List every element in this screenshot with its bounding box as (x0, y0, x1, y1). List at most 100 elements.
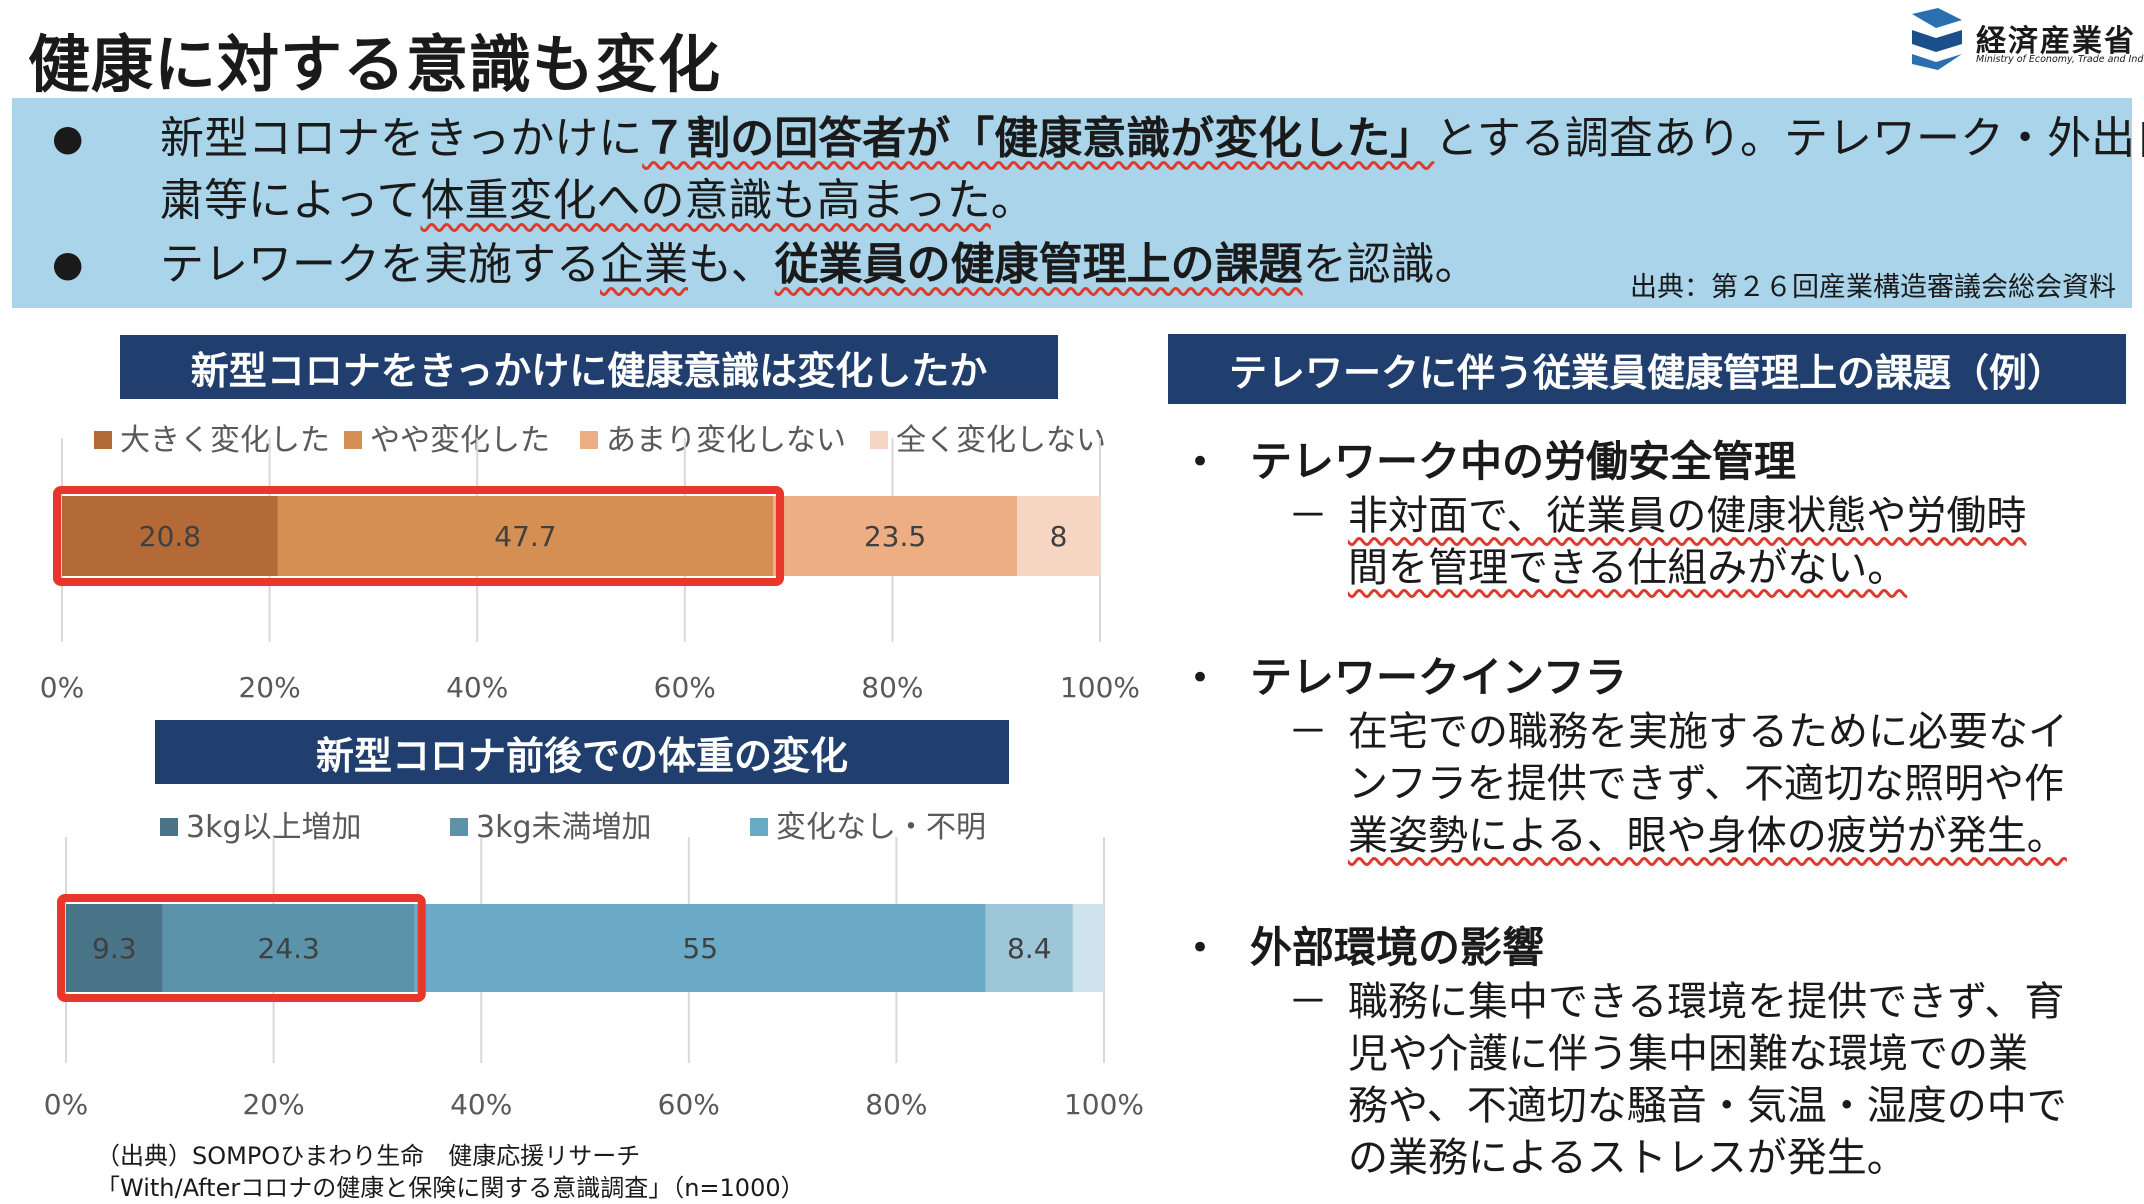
chart-source-note: （出典）SOMPOひまわり生命 健康応援リサーチ 「With/Afterコロナの… (96, 1140, 805, 1204)
legend-item: 全く変化しない (870, 423, 1106, 458)
legend-swatch-icon (450, 818, 468, 836)
bar-segment (66, 904, 163, 992)
legend-label: 変化なし・不明 (776, 810, 986, 845)
issue-description: 職務に集中できる環境を提供できず、育 児や介護に伴う集中困難な環境での業 務や、… (1348, 976, 2088, 1184)
bar-segment (277, 496, 774, 576)
issue-description: 非対面で、従業員の健康状態や労働時 間を管理できる仕組みがない。 (1348, 490, 2088, 594)
legend-label: 大きく変化した (120, 423, 330, 458)
text-segment: も、 (688, 239, 775, 290)
emphasis-segment: ７割の回答者が「健康意識が変化した」 (642, 113, 1435, 164)
issue-item-safety: • テレワーク中の労働安全管理 － 非対面で、従業員の健康状態や労働時 間を管理… (1168, 434, 2128, 604)
data-label: 8.4 (1007, 932, 1052, 965)
issue-line-text: 非対面で、従業員の健康状態や労働時 (1348, 493, 2027, 539)
text-segment: テレワークを実施する (160, 239, 600, 290)
data-label: 9.3 (92, 932, 137, 965)
dash-icon: － (1288, 979, 1328, 1025)
x-tick-label: 100% (1064, 1088, 1144, 1121)
data-label: 24.3 (257, 932, 319, 965)
chart-1-title: 新型コロナをきっかけに健康意識は変化したか (120, 335, 1058, 399)
legend-swatch-icon (750, 818, 768, 836)
emphasis-segment: 従業員の健康管理上の課題 (774, 239, 1303, 290)
chart-source-line-2: 「With/Afterコロナの健康と保険に関する意識調査」（n=1000） (96, 1174, 805, 1202)
highlight-box (53, 486, 785, 586)
x-tick-label: 80% (861, 671, 923, 704)
issue-line: 職務に集中できる環境を提供できず、育 (1348, 979, 2065, 1025)
page-title: 健康に対する意識も変化 (28, 28, 722, 101)
issue-line: 在宅での職務を実施するために必要なイ (1348, 709, 2068, 755)
summary-bullet-1: ● 新型コロナをきっかけに７割の回答者が「健康意識が変化した」とする調査あり。テ… (52, 108, 2144, 232)
issue-title: テレワークインフラ (1250, 653, 1627, 702)
legend-label: 全く変化しない (896, 423, 1106, 458)
issue-line: 務や、不適切な騒音・気温・湿度の中で (1348, 1083, 2067, 1129)
legend-swatch-icon (160, 818, 178, 836)
issue-line: 児や介護に伴う集中困難な環境での業 (1348, 1031, 2028, 1077)
bar-segment (1016, 496, 1100, 576)
text-segment: 新型コロナをきっかけに (160, 113, 643, 164)
chart-2-title: 新型コロナ前後での体重の変化 (155, 720, 1009, 784)
issue-title: テレワーク中の労働安全管理 (1250, 437, 1797, 486)
text-segment: 。 (990, 175, 1035, 226)
meti-logo: 経済産業省 Ministry of Economy, Trade and Ind… (1908, 6, 2144, 76)
x-tick-label: 20% (238, 671, 300, 704)
chart-1-health-awareness: 大きく変化した やや変化した あまり変化しない 全く変化しない 0% 20% 40% 60% 8… (40, 423, 1140, 704)
issue-item-infra: • テレワークインフラ － 在宅での職務を実施するために必要なイ ンフラを提供で… (1168, 650, 2128, 870)
bullet-dot-icon: ● (52, 118, 84, 159)
bar-segment (773, 496, 1017, 576)
summary-bullet-1-line-1: 新型コロナをきっかけに７割の回答者が「健康意識が変化した」とする調査あり。テレワ… (160, 108, 2144, 170)
bar-segment (985, 904, 1073, 992)
summary-source: 出典：第２６回産業構造審議会総会資料 (1630, 272, 2116, 303)
data-label: 20.8 (139, 520, 201, 553)
issue-line: 非対面で、従業員の健康状態や労働時 (1348, 490, 2088, 542)
issue-description: 在宅での職務を実施するために必要なイ ンフラを提供できず、不適切な照明や作 業姿… (1348, 706, 2088, 862)
bullet-icon: • (1190, 658, 1211, 698)
issue-line: 間を管理できる仕組みがない。 (1348, 542, 2088, 594)
bar-segment (414, 904, 986, 992)
bar-segment (1072, 904, 1104, 992)
text-segment: を認識。 (1302, 239, 1479, 290)
dash-icon: － (1288, 493, 1328, 539)
legend-item: あまり変化しない (580, 423, 846, 458)
issue-title: 外部環境の影響 (1250, 923, 1545, 972)
emphasis-segment: 企業 (600, 239, 688, 290)
legend-swatch-icon (870, 431, 888, 449)
legend-label: 3kg未満増加 (476, 810, 652, 845)
summary-box: ● 新型コロナをきっかけに７割の回答者が「健康意識が変化した」とする調査あり。テ… (12, 98, 2144, 308)
x-tick-label: 80% (865, 1088, 927, 1121)
meti-logo-icon (1912, 8, 1962, 70)
right-panel-title: テレワークに伴う従業員健康管理上の課題（例） (1168, 334, 2126, 404)
issue-item-environment: • 外部環境の影響 － 職務に集中できる環境を提供できず、育 児や介護に伴う集中… (1168, 920, 2128, 1190)
x-tick-label: 40% (450, 1088, 512, 1121)
bullet-icon: • (1190, 928, 1211, 968)
legend-swatch-icon (580, 431, 598, 449)
emphasis-segment: 体重変化への意識も高まった (420, 175, 991, 226)
text-segment: とする調査あり。テレワーク・外出自 (1434, 113, 2144, 164)
logo-english-name: Ministry of Economy, Trade and Industry (1976, 54, 2144, 65)
x-tick-label: 0% (44, 1088, 88, 1121)
legend-swatch-icon (344, 431, 362, 449)
highlight-box (57, 894, 426, 1002)
bar-segment (162, 904, 415, 992)
summary-bullet-2: ● テレワークを実施する企業も、従業員の健康管理上の課題を認識。 (52, 234, 1552, 296)
legend-item: 変化なし・不明 (750, 810, 986, 845)
chart-source-line-1: （出典）SOMPOひまわり生命 健康応援リサーチ (96, 1142, 641, 1170)
legend-label: やや変化した (370, 423, 550, 458)
x-tick-label: 60% (658, 1088, 720, 1121)
bullet-dot-icon: ● (52, 244, 84, 285)
x-tick-label: 40% (446, 671, 508, 704)
legend-swatch-icon (94, 431, 112, 449)
issue-line: の業務によるストレスが発生。 (1348, 1135, 1907, 1181)
issue-line: ンフラを提供できず、不適切な照明や作 (1348, 761, 2064, 807)
data-label: 47.7 (494, 520, 556, 553)
data-label: 8 (1050, 520, 1068, 553)
x-tick-label: 100% (1060, 671, 1140, 704)
issue-line-text: 業姿勢による、眼や身体の疲労が発生。 (1348, 813, 2067, 859)
chart-2-weight-change: 3kg以上増加 3kg未満増加 変化なし・不明 0% 20% 40% 60% 80% 100% 9… (44, 810, 1144, 1121)
summary-bullet-2-line: テレワークを実施する企業も、従業員の健康管理上の課題を認識。 (160, 234, 1479, 296)
x-tick-label: 0% (40, 671, 84, 704)
x-tick-label: 60% (654, 671, 716, 704)
legend-item: 3kg以上増加 (160, 810, 362, 845)
legend-item: 3kg未満増加 (450, 810, 652, 845)
issue-line-text: 間を管理できる仕組みがない。 (1348, 545, 1908, 591)
issue-line: 業姿勢による、眼や身体の疲労が発生。 (1348, 810, 2088, 862)
legend-item: やや変化した (344, 423, 550, 458)
